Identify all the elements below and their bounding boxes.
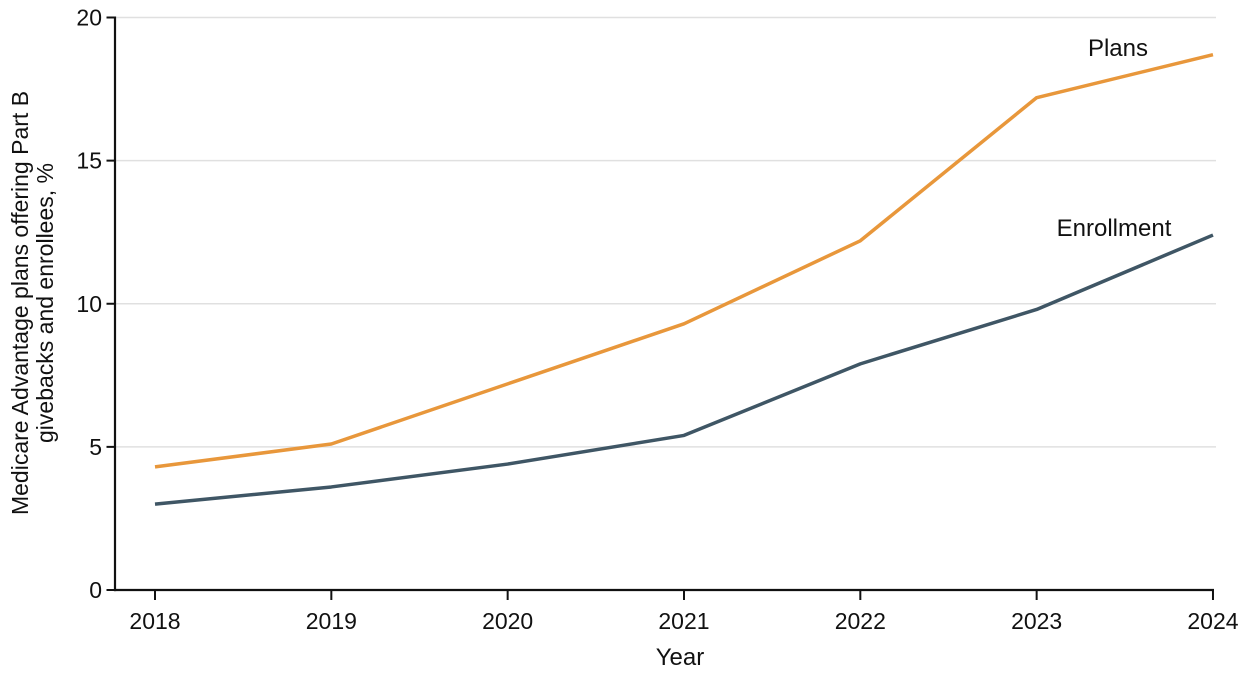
series-label-plans: Plans — [1088, 35, 1148, 62]
y-tick-label-20: 20 — [76, 5, 102, 31]
axes-layer — [106, 16, 1214, 600]
series-layer — [154, 53, 1214, 506]
y-tick-label-10: 10 — [76, 291, 102, 317]
series-line-plans — [154, 53, 1214, 469]
x-tick-label-2024: 2024 — [1187, 608, 1238, 634]
series-label-enrollment: Enrollment — [1057, 215, 1172, 242]
x-tick-label-2022: 2022 — [835, 608, 886, 634]
gridlines-layer — [116, 16, 1216, 448]
series-line-enrollment — [154, 233, 1214, 506]
x-tick-label-2021: 2021 — [658, 608, 709, 634]
x-tick-label-2020: 2020 — [482, 608, 533, 634]
y-tick-label-0: 0 — [89, 577, 102, 603]
x-tick-label-2018: 2018 — [129, 608, 180, 634]
x-tick-label-2023: 2023 — [1011, 608, 1062, 634]
y-axis-title-line-2: givebacks and enrollees, % — [32, 163, 58, 443]
tick-labels-layer: 0 5 10 15 20 2018 2019 2020 2021 2022 2023 2024 — [76, 5, 1238, 635]
y-tick-label-15: 15 — [76, 148, 102, 174]
y-tick-label-5: 5 — [89, 434, 102, 460]
x-axis-title: Year — [656, 644, 705, 671]
y-axis-title-line-1: Medicare Advantage plans offering Part B — [7, 91, 33, 515]
x-tick-label-2019: 2019 — [306, 608, 357, 634]
